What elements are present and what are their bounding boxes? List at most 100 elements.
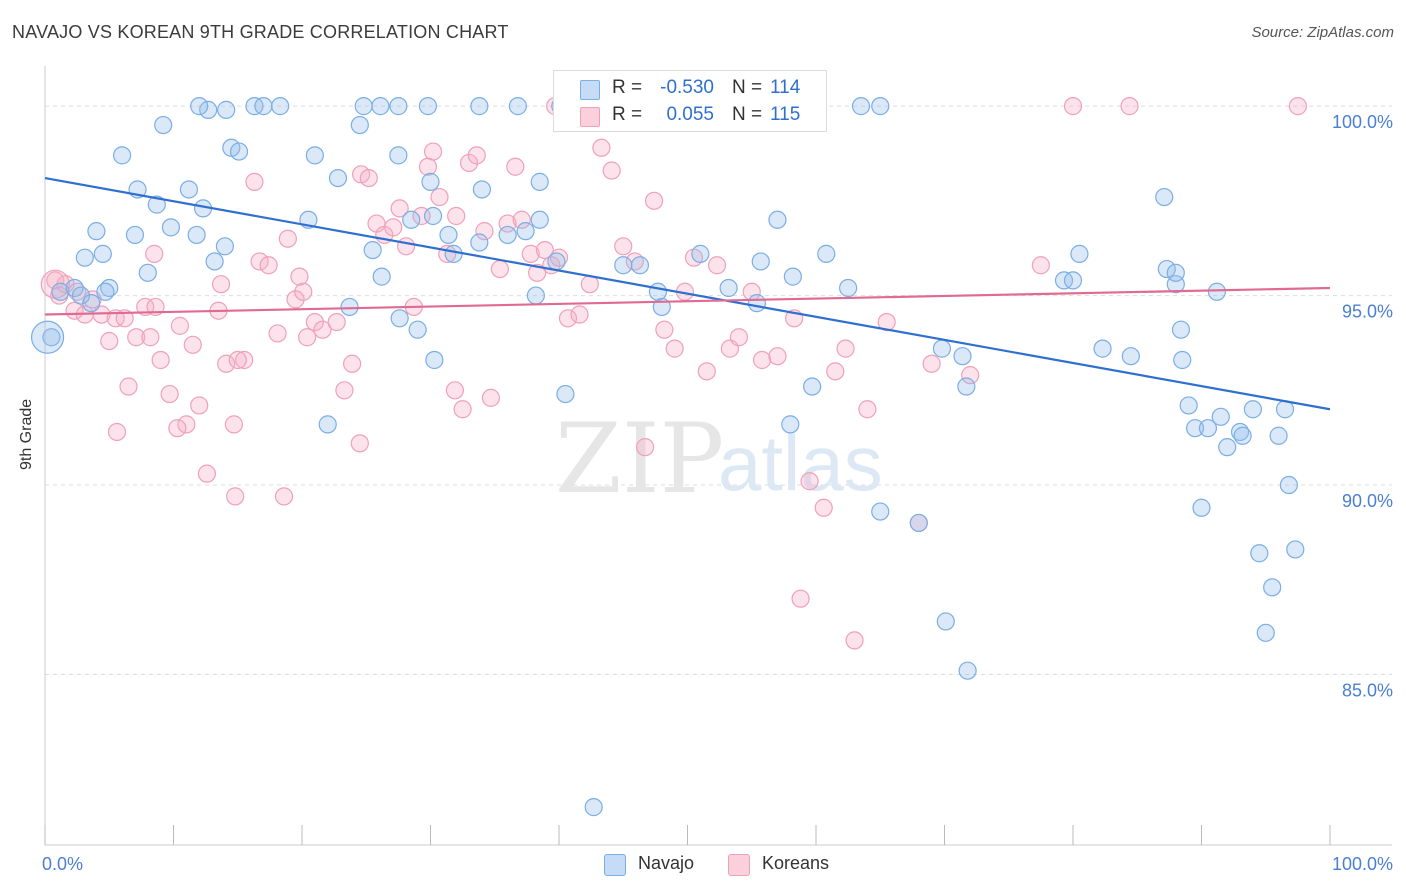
korean-point (490, 259, 509, 279)
navajo-point (1211, 407, 1230, 426)
navajo-point (187, 225, 206, 245)
navajo-point (75, 248, 94, 267)
navajo-point (1185, 419, 1205, 438)
navajo-point (389, 146, 408, 165)
navajo-point (1179, 396, 1198, 415)
korean-point (635, 438, 655, 457)
korean-point (644, 191, 664, 210)
koreans-r-value: 0.055 (666, 104, 714, 125)
korean-point (107, 422, 127, 442)
navajo-point (423, 206, 443, 226)
navajo-point (556, 384, 575, 404)
grid-lines (45, 105, 1392, 675)
navajo-point (138, 263, 157, 282)
koreans-trend-line (44, 286, 1331, 316)
navajo-point (747, 294, 766, 313)
navajo-point (1070, 244, 1089, 263)
navajo-point (839, 278, 858, 298)
korean-point (46, 271, 65, 290)
navajo-point (87, 222, 106, 241)
navajo-point (161, 218, 181, 237)
navajo-r-value: -0.530 (660, 77, 714, 98)
chart-title: NAVAJO VS KOREAN 9TH GRADE CORRELATION C… (12, 22, 509, 42)
navajo-point (691, 244, 710, 263)
navajo-point (205, 252, 224, 271)
korean-point (602, 161, 621, 180)
y-tick-label: 95.0% (1342, 302, 1393, 322)
koreans-n-value: 115 (770, 104, 801, 125)
navajo-point (932, 339, 952, 358)
navajo-point (254, 97, 273, 116)
korean-point (528, 263, 547, 282)
navajo-point (402, 210, 421, 229)
navajo-point (584, 798, 603, 817)
navajo-point (803, 377, 822, 396)
navajo-point (1093, 339, 1112, 358)
navajo-point (547, 252, 566, 271)
korean-point (791, 589, 810, 608)
navajo-point (190, 97, 209, 116)
korean-point (506, 157, 525, 176)
navajo-point (472, 180, 491, 199)
navajo-point (390, 309, 409, 328)
koreans-legend-swatch (728, 854, 750, 876)
korean-point (418, 157, 438, 176)
navajo-point (1155, 187, 1174, 207)
navajo-point (439, 225, 458, 245)
watermark: ZIP atlas (555, 403, 883, 515)
korean-point (170, 316, 190, 335)
korean-point (298, 328, 317, 347)
navajo-point (470, 233, 489, 252)
navajo-point (1233, 426, 1252, 445)
navajo-point (51, 282, 70, 301)
correlation-legend: R = -0.530 N = 114 R = 0.055 N = 115 (553, 70, 827, 132)
korean-point (592, 138, 611, 157)
korean-point (1120, 97, 1139, 116)
korean-point (800, 472, 819, 491)
korean-point (445, 381, 465, 400)
y-tick-label: 85.0% (1342, 680, 1393, 700)
navajo-r-label: R = (612, 77, 643, 98)
navajo-n-value: 114 (770, 77, 801, 98)
navajo-point (112, 146, 132, 165)
navajo-point (1243, 400, 1263, 419)
korean-point (475, 222, 494, 241)
navajo-legend-swatch (604, 854, 626, 876)
navajo-point (1121, 347, 1140, 366)
korean-point (858, 400, 877, 419)
navajo-point (516, 222, 535, 241)
navajo-point (1218, 438, 1237, 457)
navajo-point (354, 97, 373, 116)
navajo-point (305, 146, 324, 165)
korean-point (430, 187, 449, 207)
korean-point (335, 381, 354, 400)
navajo-point (1157, 259, 1176, 279)
navajo-n-label: N = (732, 77, 763, 98)
trend-lines (44, 177, 1331, 411)
navajo-point (71, 286, 91, 305)
navajo-point (957, 377, 976, 396)
navajo-point (340, 297, 359, 317)
korean-point (177, 415, 196, 434)
korean-point (343, 354, 362, 373)
korean-point (286, 290, 305, 309)
navajo-point (936, 612, 955, 631)
navajo-point (526, 286, 545, 305)
y-tick-label: 100.0% (1332, 112, 1393, 132)
navajo-point (783, 267, 802, 286)
korean-point (127, 328, 146, 347)
navajo-point (199, 100, 218, 119)
korean-point (224, 415, 243, 434)
x-tick-label: 100.0% (1332, 854, 1393, 874)
korean-point (226, 487, 245, 506)
navajo-point (371, 97, 390, 116)
korean-point (190, 396, 209, 415)
axes (44, 66, 1392, 846)
korean-point (268, 324, 287, 343)
korean-point (384, 218, 403, 237)
korean-point (259, 256, 278, 275)
navajo-series (30, 97, 1305, 817)
navajo-point (125, 225, 145, 245)
korean-point (570, 305, 589, 324)
korean-point (119, 377, 138, 396)
